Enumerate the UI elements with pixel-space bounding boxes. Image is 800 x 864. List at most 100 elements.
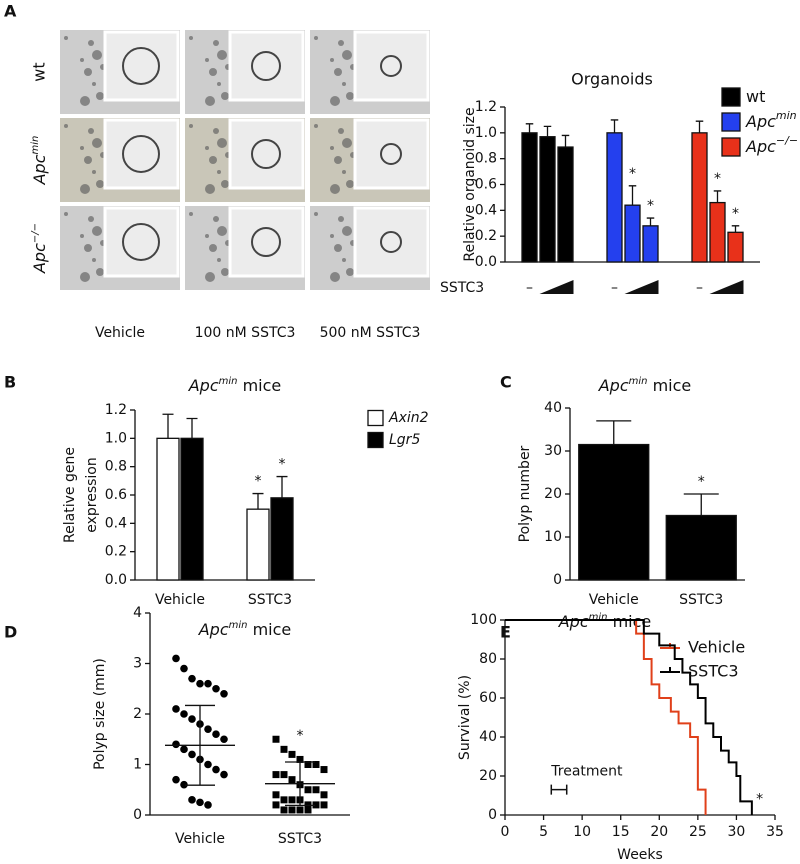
micrograph-speck <box>64 212 68 216</box>
micrograph-speck <box>330 58 334 62</box>
micrograph-speck <box>189 124 193 128</box>
dot <box>288 750 296 758</box>
chart-title: Apcmin mice <box>198 620 292 639</box>
organoid <box>380 143 402 165</box>
error-bar <box>713 190 722 203</box>
micrograph-inset <box>103 206 180 278</box>
x-tick-label: 30 <box>728 824 746 840</box>
y-tick-label: 0.4 <box>475 202 497 218</box>
dot <box>304 761 312 768</box>
dot <box>220 735 228 744</box>
error-bar <box>186 417 198 439</box>
y-axis-label: Survival (%) <box>457 675 473 760</box>
text-base: Apc <box>30 154 49 185</box>
dose-triangle <box>709 280 744 294</box>
x-tick-label: Vehicle <box>589 592 639 608</box>
error-bar <box>525 123 534 133</box>
bar <box>624 204 641 263</box>
y-tick-label: 0.2 <box>475 228 497 244</box>
x-axis-label: Weeks <box>617 847 663 863</box>
micrograph-speck <box>342 170 346 174</box>
micrograph-speck <box>80 272 90 282</box>
legend-name: wt <box>746 87 765 106</box>
y-axis-label: Polyp size (mm) <box>92 658 108 770</box>
micrograph-speck <box>96 268 104 276</box>
survival-curve <box>505 619 753 815</box>
bar <box>691 132 708 263</box>
significance-label: * <box>255 474 262 490</box>
micrograph-speck <box>88 216 94 222</box>
micrograph-speck <box>217 170 221 174</box>
micrograph-inset <box>228 30 305 102</box>
text-sup: min <box>30 136 41 155</box>
micrograph-speck <box>314 36 318 40</box>
y-tick-label: 80 <box>479 651 497 667</box>
error-bar <box>543 125 552 137</box>
micrograph-speck <box>330 96 340 106</box>
chart-title: Organoids <box>571 70 653 89</box>
y-tick-label: 0.6 <box>475 177 497 193</box>
y-tick-label: 2 <box>133 706 142 722</box>
dot <box>180 745 188 754</box>
dot <box>280 745 288 753</box>
micrograph-speck <box>330 234 334 238</box>
micrograph-speck <box>205 234 209 238</box>
x-axis-label: SSTC3 <box>440 280 484 296</box>
organoid <box>122 47 160 85</box>
significance-label: * <box>756 791 763 807</box>
legend-label: Lgr5 <box>389 432 420 448</box>
micrograph-speck <box>338 40 344 46</box>
significance-label: * <box>732 206 739 222</box>
y-axis-label: Relative organoid size <box>462 107 478 261</box>
legend-sup: −/− <box>776 134 798 147</box>
micrograph-speck <box>342 50 352 60</box>
bar <box>557 146 574 263</box>
dot <box>304 786 312 794</box>
error-bar <box>731 225 740 233</box>
dose-triangle <box>624 280 659 294</box>
y-axis-label: expression <box>84 457 100 533</box>
dot <box>188 674 196 683</box>
y-tick-label: 60 <box>479 690 497 706</box>
legend-name: Apc <box>745 112 776 131</box>
organoid <box>122 223 160 261</box>
micrograph-speck <box>346 92 354 100</box>
micrograph-speck <box>92 170 96 174</box>
organoid <box>251 139 281 169</box>
y-tick-label: 0 <box>133 807 142 823</box>
dot <box>204 679 212 688</box>
y-tick-label: 1.2 <box>475 99 497 115</box>
micrograph-speck <box>80 234 84 238</box>
x-tick-label: 10 <box>573 824 591 840</box>
micrograph-speck <box>213 216 219 222</box>
y-tick-label: 20 <box>544 486 562 502</box>
y-tick-label: 0.8 <box>105 459 127 475</box>
micrograph-speck <box>209 244 217 252</box>
dot <box>272 801 280 809</box>
y-tick-label: 0.6 <box>105 487 127 503</box>
error-bar <box>683 493 719 516</box>
dot <box>280 806 288 814</box>
micrograph-speck <box>314 124 318 128</box>
bar <box>665 514 737 581</box>
micrograph-speck <box>80 96 90 106</box>
dot <box>172 654 180 663</box>
micrograph-speck <box>217 50 227 60</box>
dot <box>312 786 320 794</box>
organoid <box>380 231 402 253</box>
micrograph-inset <box>228 118 305 190</box>
error-bar <box>610 119 619 133</box>
micrograph-speck <box>314 212 318 216</box>
dot <box>288 776 296 784</box>
micrograph-speck <box>342 258 346 262</box>
y-tick-label: 0.2 <box>105 544 127 560</box>
y-tick-label: 1 <box>133 757 142 773</box>
micrograph-speck <box>84 244 92 252</box>
micrograph-speck <box>92 50 102 60</box>
legend-label: Apcmin <box>745 109 797 131</box>
dot <box>320 801 328 809</box>
dot <box>180 710 188 718</box>
dot <box>212 684 220 693</box>
dot <box>320 791 328 799</box>
